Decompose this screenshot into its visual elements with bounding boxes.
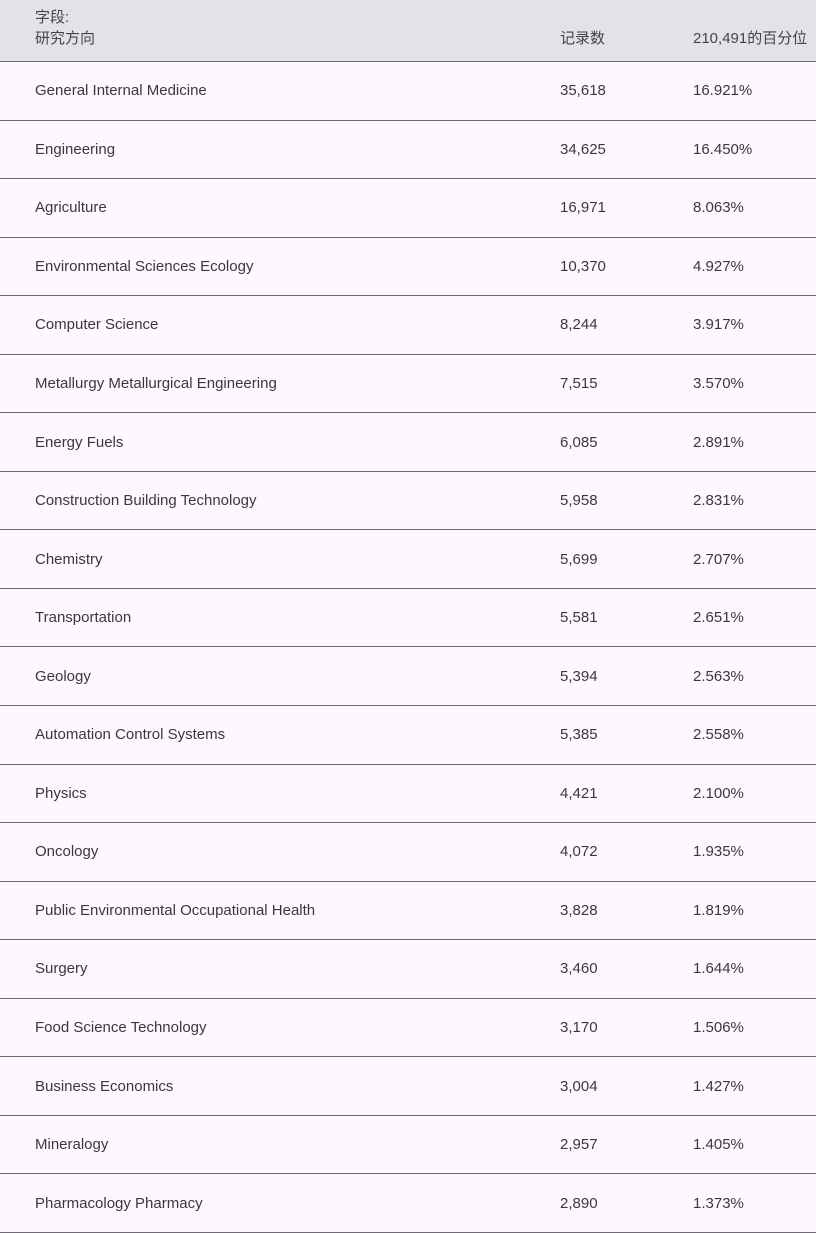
percentile-cell: 1.427%: [693, 1077, 744, 1095]
record-count-cell: 2,957: [560, 1136, 598, 1154]
field-name-cell: Geology: [35, 667, 91, 685]
percentile-cell: 2.891%: [693, 433, 744, 451]
record-count-cell: 8,244: [560, 316, 598, 334]
field-name-cell: Engineering: [35, 140, 116, 158]
record-count-cell: 5,385: [560, 726, 598, 744]
field-header-prefix: 字段:: [35, 9, 70, 26]
percentile-cell: 3.570%: [693, 375, 744, 392]
field-name-cell: Environmental Sciences Ecology: [35, 257, 254, 275]
record-count-cell: 2,890: [560, 1194, 598, 1212]
table-row: Pharmacology Pharmacy 2,890 1.373%: [0, 1174, 816, 1233]
percentile-cell: 2.558%: [693, 726, 744, 744]
percentile-cell: 2.651%: [693, 609, 744, 627]
table-row: Oncology 4,072 1.935%: [0, 823, 816, 882]
field-name-cell: Chemistry: [35, 550, 103, 568]
table-row: Engineering 34,625 16.450%: [0, 120, 816, 180]
record-count-cell: 3,460: [560, 960, 598, 978]
table-row: Geology 5,394 2.563%: [0, 647, 816, 707]
percentile-cell: 1.405%: [693, 1136, 744, 1154]
field-name-cell: Mineralogy: [35, 1136, 109, 1154]
record-count-cell: 5,958: [560, 492, 598, 510]
percentile-cell: 2.563%: [693, 667, 744, 685]
table-body: General Internal Medicine 35,618 16.921%…: [0, 62, 816, 1233]
percentile-cell: 2.831%: [693, 492, 744, 510]
percentile-cell: 16.450%: [693, 140, 753, 158]
table-row: Public Environmental Occupational Health…: [0, 881, 816, 941]
record-count-cell: 3,170: [560, 1019, 598, 1037]
record-count-cell: 10,370: [560, 257, 606, 275]
percentile-column-header: 210,491的百分位: [693, 30, 808, 47]
table-row: Transportation 5,581 2.651%: [0, 588, 816, 648]
percentile-cell: 1.644%: [693, 960, 744, 978]
field-name-cell: General Internal Medicine: [35, 82, 207, 100]
field-name-cell: Public Environmental Occupational Health: [35, 901, 316, 919]
record-count-cell: 3,828: [560, 901, 598, 919]
table-row: Food Science Technology 3,170 1.506%: [0, 998, 816, 1058]
table-row: Physics 4,421 2.100%: [0, 764, 816, 824]
table-row: Construction Building Technology 5,958 2…: [0, 471, 816, 531]
table-row: Automation Control Systems 5,385 2.558%: [0, 706, 816, 765]
percentile-cell: 1.935%: [693, 843, 744, 861]
record-count-cell: 34,625: [560, 140, 606, 158]
record-count-cell: 3,004: [560, 1077, 598, 1095]
record-count-cell: 4,421: [560, 784, 598, 802]
field-name-cell: Surgery: [35, 960, 88, 978]
record-count-cell: 5,394: [560, 667, 598, 685]
table-row: Metallurgy Metallurgical Engineering 7,5…: [0, 354, 816, 414]
percentile-cell: 2.100%: [693, 784, 744, 802]
percentile-cell: 1.373%: [693, 1194, 744, 1212]
field-name-cell: Computer Science: [35, 316, 159, 334]
percentile-cell: 1.819%: [693, 901, 744, 919]
table-row: Computer Science 8,244 3.917%: [0, 296, 816, 355]
record-count-cell: 5,699: [560, 550, 598, 568]
field-name-cell: Physics: [35, 784, 87, 802]
percentile-cell: 8.063%: [693, 199, 744, 217]
field-name-cell: Food Science Technology: [35, 1019, 207, 1037]
percentile-cell: 1.506%: [693, 1019, 744, 1037]
field-name-cell: Oncology: [35, 843, 99, 861]
percentile-cell: 3.917%: [693, 316, 744, 334]
field-name-cell: Energy Fuels: [35, 433, 124, 451]
field-name-cell: Metallurgy Metallurgical Engineering: [35, 375, 277, 392]
percentile-cell: 4.927%: [693, 257, 744, 275]
field-name-cell: Pharmacology Pharmacy: [35, 1194, 203, 1212]
field-column-header: 字段: 研究方向: [35, 7, 560, 49]
field-name-cell: Automation Control Systems: [35, 726, 226, 744]
record-count-cell: 4,072: [560, 843, 598, 861]
table-row: Energy Fuels 6,085 2.891%: [0, 413, 816, 472]
table-row: Environmental Sciences Ecology 10,370 4.…: [0, 237, 816, 297]
record-count-cell: 5,581: [560, 609, 598, 627]
field-name-cell: Transportation: [35, 609, 132, 627]
table-row: Business Economics 3,004 1.427%: [0, 1057, 816, 1116]
record-count-cell: 16,971: [560, 199, 606, 217]
percentile-cell: 2.707%: [693, 550, 744, 568]
field-name-cell: Agriculture: [35, 199, 107, 217]
records-column-header: 记录数: [560, 30, 606, 47]
field-name-cell: Construction Building Technology: [35, 492, 257, 510]
table-row: Mineralogy 2,957 1.405%: [0, 1115, 816, 1175]
record-count-cell: 6,085: [560, 433, 598, 451]
table-header-row: 字段: 研究方向 记录数 210,491的百分位: [0, 0, 816, 62]
percentile-cell: 16.921%: [693, 82, 753, 100]
table-row: Agriculture 16,971 8.063%: [0, 179, 816, 238]
record-count-cell: 7,515: [560, 375, 598, 392]
table-row: Chemistry 5,699 2.707%: [0, 530, 816, 589]
field-name-cell: Business Economics: [35, 1077, 174, 1095]
record-count-cell: 35,618: [560, 82, 606, 100]
table-row: Surgery 3,460 1.644%: [0, 940, 816, 999]
field-header-name: 研究方向: [35, 30, 96, 47]
table-row: General Internal Medicine 35,618 16.921%: [0, 62, 816, 121]
